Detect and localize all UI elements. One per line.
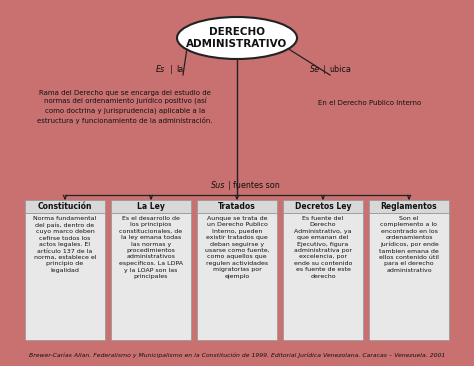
FancyBboxPatch shape xyxy=(283,200,363,213)
Text: |: | xyxy=(323,66,326,75)
Text: la: la xyxy=(176,66,183,75)
FancyBboxPatch shape xyxy=(25,213,105,340)
FancyBboxPatch shape xyxy=(197,213,277,340)
Text: Constitución: Constitución xyxy=(38,202,92,211)
Text: Reglamentos: Reglamentos xyxy=(381,202,438,211)
Text: DERECHO
ADMINISTRATIVO: DERECHO ADMINISTRATIVO xyxy=(186,27,288,49)
Ellipse shape xyxy=(177,17,297,59)
Text: Son el
complemento a lo
encontrado en los
ordenamientos
jurídicos, por ende
tamb: Son el complemento a lo encontrado en lo… xyxy=(379,216,439,273)
Text: Sus: Sus xyxy=(210,180,225,190)
FancyBboxPatch shape xyxy=(369,200,449,213)
FancyBboxPatch shape xyxy=(197,200,277,213)
Text: En el Derecho Publico Interno: En el Derecho Publico Interno xyxy=(319,100,422,106)
FancyBboxPatch shape xyxy=(25,200,105,213)
FancyBboxPatch shape xyxy=(369,213,449,340)
Text: Tratados: Tratados xyxy=(218,202,256,211)
Text: Es el desarrollo de
los principios
constitucionales, de
la ley emana todas
las n: Es el desarrollo de los principios const… xyxy=(119,216,183,279)
Text: |: | xyxy=(228,180,231,190)
Text: |: | xyxy=(170,66,173,75)
Text: ubica: ubica xyxy=(329,66,351,75)
Text: Es fuente del
Derecho
Administrativo, ya
que emanan del
Ejecutivo, figura
admini: Es fuente del Derecho Administrativo, ya… xyxy=(294,216,352,279)
Text: Norma fundamental
del país, dentro de
cuyo marco deben
cefirse todos los
actos l: Norma fundamental del país, dentro de cu… xyxy=(33,216,97,273)
Text: Brewer-Carías Allan. Federalismo y Municipalismo en la Constitución de 1999. Edi: Brewer-Carías Allan. Federalismo y Munic… xyxy=(29,352,445,358)
Text: Se: Se xyxy=(310,66,320,75)
Text: Rama del Derecho que se encarga del estudio de
normas del ordenamiento jurídico : Rama del Derecho que se encarga del estu… xyxy=(37,90,213,124)
Text: Es: Es xyxy=(156,66,165,75)
FancyBboxPatch shape xyxy=(111,213,191,340)
Text: Decretos Ley: Decretos Ley xyxy=(295,202,351,211)
Text: La Ley: La Ley xyxy=(137,202,165,211)
Text: Aunque se trata de
un Derecho Publico
Interno, pueden
existir tratados que
deban: Aunque se trata de un Derecho Publico In… xyxy=(205,216,269,279)
FancyBboxPatch shape xyxy=(111,200,191,213)
Text: fuentes son: fuentes son xyxy=(233,180,280,190)
FancyBboxPatch shape xyxy=(283,213,363,340)
